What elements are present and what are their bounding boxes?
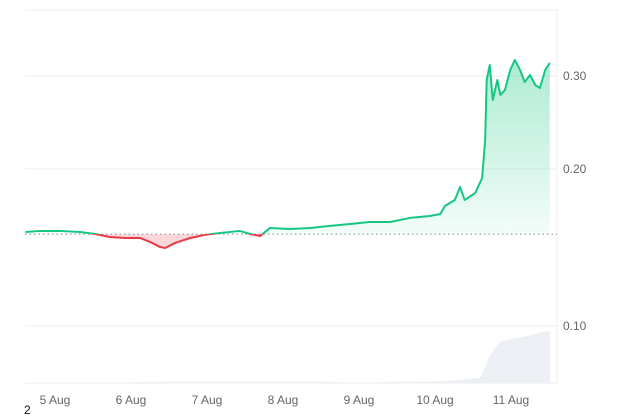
volume-tick-label: 0.10 <box>563 319 587 333</box>
x-tick-label: 8 Aug <box>268 393 299 407</box>
footer-text: 2 <box>24 403 31 417</box>
x-tick-label: 7 Aug <box>192 393 223 407</box>
x-tick-label: 10 Aug <box>416 393 453 407</box>
volume-area <box>25 331 549 383</box>
x-tick-label: 11 Aug <box>493 393 529 407</box>
price-area-up <box>25 60 549 248</box>
x-tick-label: 5 Aug <box>40 393 71 407</box>
x-tick-label: 6 Aug <box>116 393 147 407</box>
y-tick-label: 0.20 <box>563 162 587 176</box>
y-tick-label: 0.30 <box>563 69 587 83</box>
x-tick-label: 9 Aug <box>344 393 375 407</box>
